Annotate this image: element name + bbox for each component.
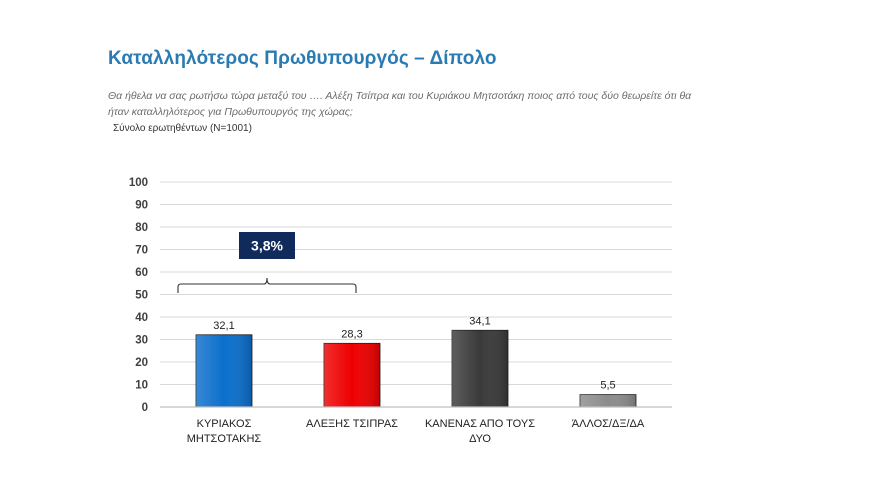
- difference-bracket: [177, 277, 357, 293]
- y-tick-label: 40: [135, 312, 148, 324]
- x-axis: ΚΥΡΙΑΚΟΣ ΜΗΤΣΟΤΑΚΗΣ ΑΛΕΞΗΣ ΤΣΙΠΡΑΣ ΚΑΝΕΝΑΣ …: [160, 406, 672, 445]
- y-tick-label: 30: [135, 335, 148, 347]
- data-label: 32,1: [213, 320, 234, 332]
- bar-group: [579, 394, 637, 408]
- bars: [195, 329, 637, 408]
- bar-shading: [324, 343, 380, 407]
- data-label: 28,3: [341, 328, 362, 340]
- y-tick-label: 0: [142, 402, 148, 414]
- x-tick-label: ΑΛΕΞΗΣ ΤΣΙΠΡΑΣ: [306, 418, 398, 430]
- y-tick-label: 50: [135, 290, 148, 302]
- data-labels: 32,1 28,3 34,1 5,5: [213, 315, 615, 391]
- bar-shading: [196, 334, 252, 407]
- survey-question: Θα ήθελα να σας ρωτήσω τώρα μεταξύ του ……: [108, 90, 692, 118]
- bar-group: [323, 342, 381, 408]
- bar-shading: [580, 394, 636, 407]
- data-label: 5,5: [600, 380, 615, 392]
- x-tick-label: ΔΥΟ: [469, 433, 491, 445]
- y-tick-label: 100: [129, 177, 148, 189]
- y-tick-label: 10: [135, 380, 148, 392]
- y-axis: 0 10 20 30 40 50 60 70 80 90 100: [129, 177, 148, 414]
- data-label: 34,1: [469, 315, 490, 327]
- y-tick-label: 80: [135, 222, 148, 234]
- difference-label: 3,8%: [251, 238, 283, 254]
- bar-shading: [452, 330, 508, 407]
- y-tick-label: 90: [135, 200, 148, 212]
- x-tick-label: ΚΑΝΕΝΑΣ ΑΠΟ ΤΟΥΣ: [425, 418, 535, 430]
- difference-box: [239, 232, 295, 259]
- x-tick-label: ΆΛΛΟΣ/ΔΞ/ΔΑ: [572, 418, 645, 430]
- sample-base: Σύνολο ερωτηθέντων (N=1001): [113, 123, 252, 134]
- x-tick-label: ΚΥΡΙΑΚΟΣ: [197, 418, 252, 430]
- y-tick-label: 60: [135, 267, 148, 279]
- y-tick-label: 70: [135, 245, 148, 257]
- x-tick-label: ΜΗΤΣΟΤΑΚΗΣ: [187, 433, 262, 445]
- bar-group: [451, 329, 509, 408]
- page-title: Καταλληλότερος Πρωθυπουργός – Δίπολο: [108, 48, 497, 69]
- bar-group: [195, 334, 253, 408]
- y-tick-label: 20: [135, 357, 148, 369]
- difference-annotation: 3,8%: [177, 232, 357, 293]
